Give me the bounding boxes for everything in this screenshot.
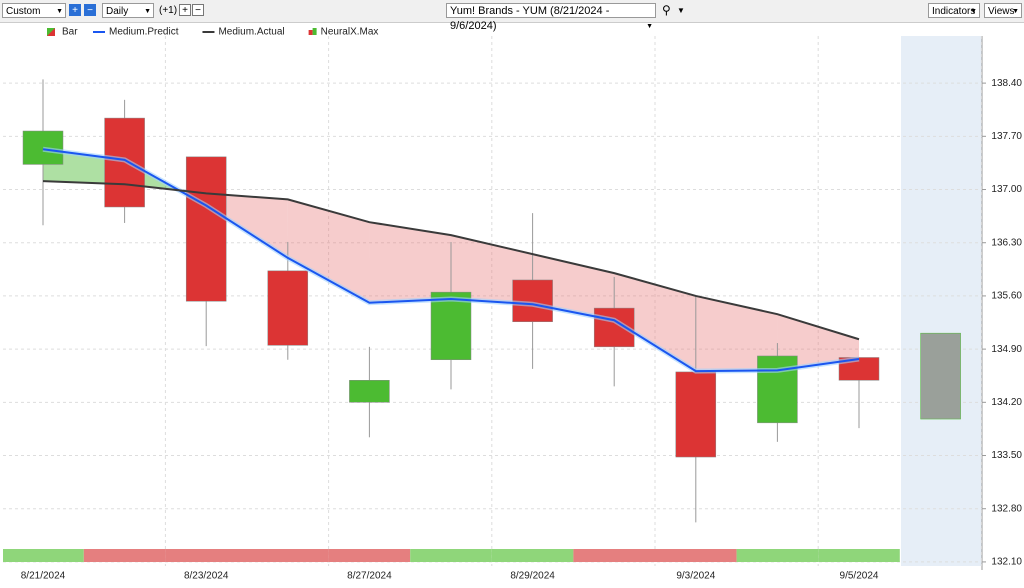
offset: (+1) — [159, 5, 178, 16]
offset-minus[interactable]: − — [192, 4, 204, 16]
candle-body — [512, 279, 553, 323]
signal-strip — [491, 549, 574, 562]
line — [42, 180, 860, 341]
candle-body — [22, 130, 64, 165]
spread-fill — [206, 193, 288, 258]
legend-label: Bar — [62, 27, 78, 38]
x-tick-label: 8/21/2024 — [21, 571, 66, 582]
y-tick-label: 137.00 — [991, 184, 1022, 195]
legend-swatch — [47, 28, 55, 36]
x-tick-label: 9/5/2024 — [840, 571, 879, 582]
legend-label: Medium.Actual — [218, 27, 284, 38]
candle-body — [349, 380, 390, 403]
signal-strip — [736, 549, 819, 562]
legend-swatch — [312, 28, 317, 35]
zoom-in[interactable]: + — [69, 4, 81, 16]
signal-strip — [83, 549, 166, 562]
spread-fill — [369, 222, 451, 303]
symbol-select[interactable]: Yum! Brands - YUM (8/21/2024 - 9/6/2024) — [446, 3, 656, 34]
indicators-button[interactable]: Indicators — [928, 3, 980, 19]
offset-plus[interactable]: + — [179, 4, 191, 16]
x-tick-label: 8/29/2024 — [510, 571, 555, 582]
search-dropdown[interactable]: ▼ — [677, 6, 685, 15]
views-button[interactable]: Views — [984, 3, 1022, 19]
spread-fill — [614, 273, 696, 372]
x-tick-label: 8/23/2024 — [184, 571, 229, 582]
signal-strip — [655, 549, 737, 562]
legend-swatch — [308, 30, 313, 35]
candle-body — [675, 371, 717, 458]
signal-strip — [165, 549, 247, 562]
y-tick-label: 133.50 — [991, 450, 1022, 461]
y-tick-label: 134.90 — [991, 344, 1022, 355]
x-tick-label: 8/27/2024 — [347, 571, 392, 582]
spread-fill — [287, 199, 370, 303]
period-select[interactable]: Custom — [2, 3, 66, 19]
spread-fill — [777, 314, 859, 371]
spread-fill — [451, 235, 533, 305]
zoom-out[interactable]: − — [84, 4, 96, 16]
chart: Bar 132.10 132.80 133.50 134.20 134.90 135.60… — [3, 27, 1022, 582]
legend-label: NeuralX.Max — [321, 27, 379, 38]
y-tick-label: 132.10 — [991, 557, 1022, 568]
search-icon[interactable]: ⚲ — [662, 3, 671, 17]
spread-fill — [695, 295, 778, 372]
toolbar: Custom + − Daily (+1) + − Yum! Brands - … — [0, 0, 1024, 34]
signal-strip — [573, 549, 655, 562]
y-tick-label: 137.70 — [991, 131, 1022, 142]
candle-body — [430, 291, 472, 361]
legend-label: Medium.Predict — [109, 27, 179, 38]
signal-strip — [818, 549, 900, 562]
y-tick-label: 134.20 — [991, 397, 1022, 408]
signal-strip — [247, 549, 329, 562]
spread-fill — [532, 254, 615, 321]
interval-select[interactable]: Daily — [102, 3, 154, 19]
signal-strip — [328, 549, 411, 562]
x-tick-label: 9/3/2024 — [676, 571, 715, 582]
signal-strip — [3, 549, 84, 562]
y-tick-label: 136.30 — [991, 237, 1022, 248]
candle-body — [267, 270, 309, 346]
candle-body — [838, 357, 880, 381]
forecast-region — [901, 36, 982, 566]
candle-body — [920, 332, 961, 420]
y-tick-label: 138.40 — [991, 78, 1022, 89]
y-tick-label: 135.60 — [991, 291, 1022, 302]
y-tick-label: 132.80 — [991, 503, 1022, 514]
signal-strip — [410, 549, 492, 562]
candle-body — [185, 156, 227, 302]
